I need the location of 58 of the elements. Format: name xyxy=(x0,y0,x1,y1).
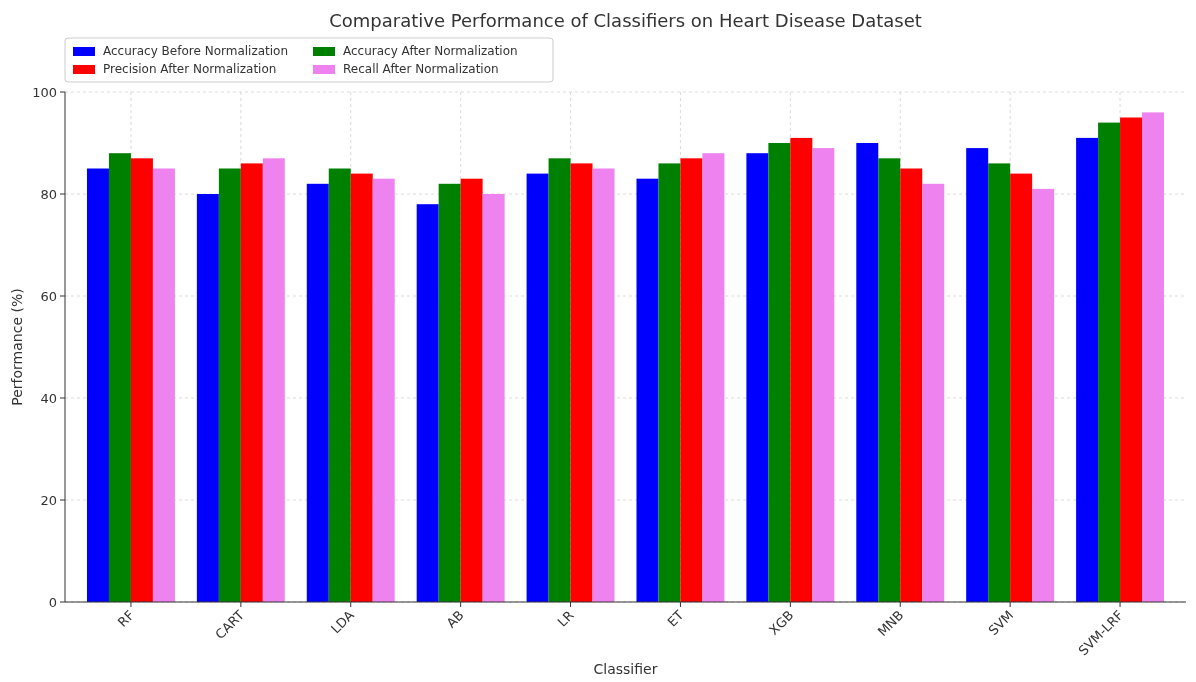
bar xyxy=(1098,122,1121,602)
chart-title: Comparative Performance of Classifiers on Heart Disease Dataset xyxy=(329,10,922,31)
y-tick-label: 80 xyxy=(40,186,57,202)
bar xyxy=(768,143,791,602)
bar xyxy=(790,137,813,602)
x-tick-label: LDA xyxy=(327,607,357,637)
bar xyxy=(460,178,483,602)
bar xyxy=(966,148,989,602)
bar xyxy=(812,148,835,602)
bar xyxy=(328,168,351,602)
y-tick-label: 100 xyxy=(32,84,57,100)
x-axis-title: Classifier xyxy=(593,661,658,677)
bar xyxy=(570,163,593,602)
bar xyxy=(306,183,329,602)
bar xyxy=(1010,173,1033,602)
bar xyxy=(856,143,879,602)
legend-label: Accuracy After Normalization xyxy=(343,44,518,58)
bar xyxy=(350,173,373,602)
bar xyxy=(240,163,263,602)
y-axis-title: Performance (%) xyxy=(9,288,25,406)
legend-label: Accuracy Before Normalization xyxy=(103,44,289,58)
bar xyxy=(900,168,923,602)
y-tick-label: 0 xyxy=(48,594,57,610)
bar xyxy=(262,158,285,602)
bar xyxy=(218,168,241,602)
legend-label: Precision After Normalization xyxy=(103,62,277,76)
bar xyxy=(130,158,153,602)
bar xyxy=(636,178,659,602)
bar xyxy=(1142,112,1165,602)
x-tick-label: LR xyxy=(554,607,577,630)
bar xyxy=(658,163,681,602)
x-tick-label: RF xyxy=(114,607,138,630)
y-tick-label: 60 xyxy=(40,288,57,304)
bar xyxy=(152,168,175,602)
bar xyxy=(438,183,461,602)
y-tick-label: 40 xyxy=(40,390,57,406)
bar xyxy=(372,178,395,602)
bar xyxy=(482,194,505,602)
bar xyxy=(196,194,219,602)
bar xyxy=(548,158,571,602)
bar xyxy=(416,204,439,602)
bar xyxy=(680,158,703,602)
bar xyxy=(1076,137,1099,602)
bar xyxy=(1032,188,1055,602)
bar xyxy=(922,183,945,602)
legend-label: Recall After Normalization xyxy=(343,62,499,76)
x-tick-label: AB xyxy=(443,607,467,631)
bar xyxy=(592,168,615,602)
y-tick-label: 20 xyxy=(40,492,57,508)
x-tick-label: ET xyxy=(664,607,687,630)
bar xyxy=(878,158,901,602)
bar xyxy=(108,153,131,602)
bar xyxy=(1120,117,1143,602)
bar xyxy=(526,173,549,602)
bar xyxy=(702,153,725,602)
bar xyxy=(988,163,1011,602)
bar xyxy=(746,153,769,602)
bar xyxy=(86,168,109,602)
